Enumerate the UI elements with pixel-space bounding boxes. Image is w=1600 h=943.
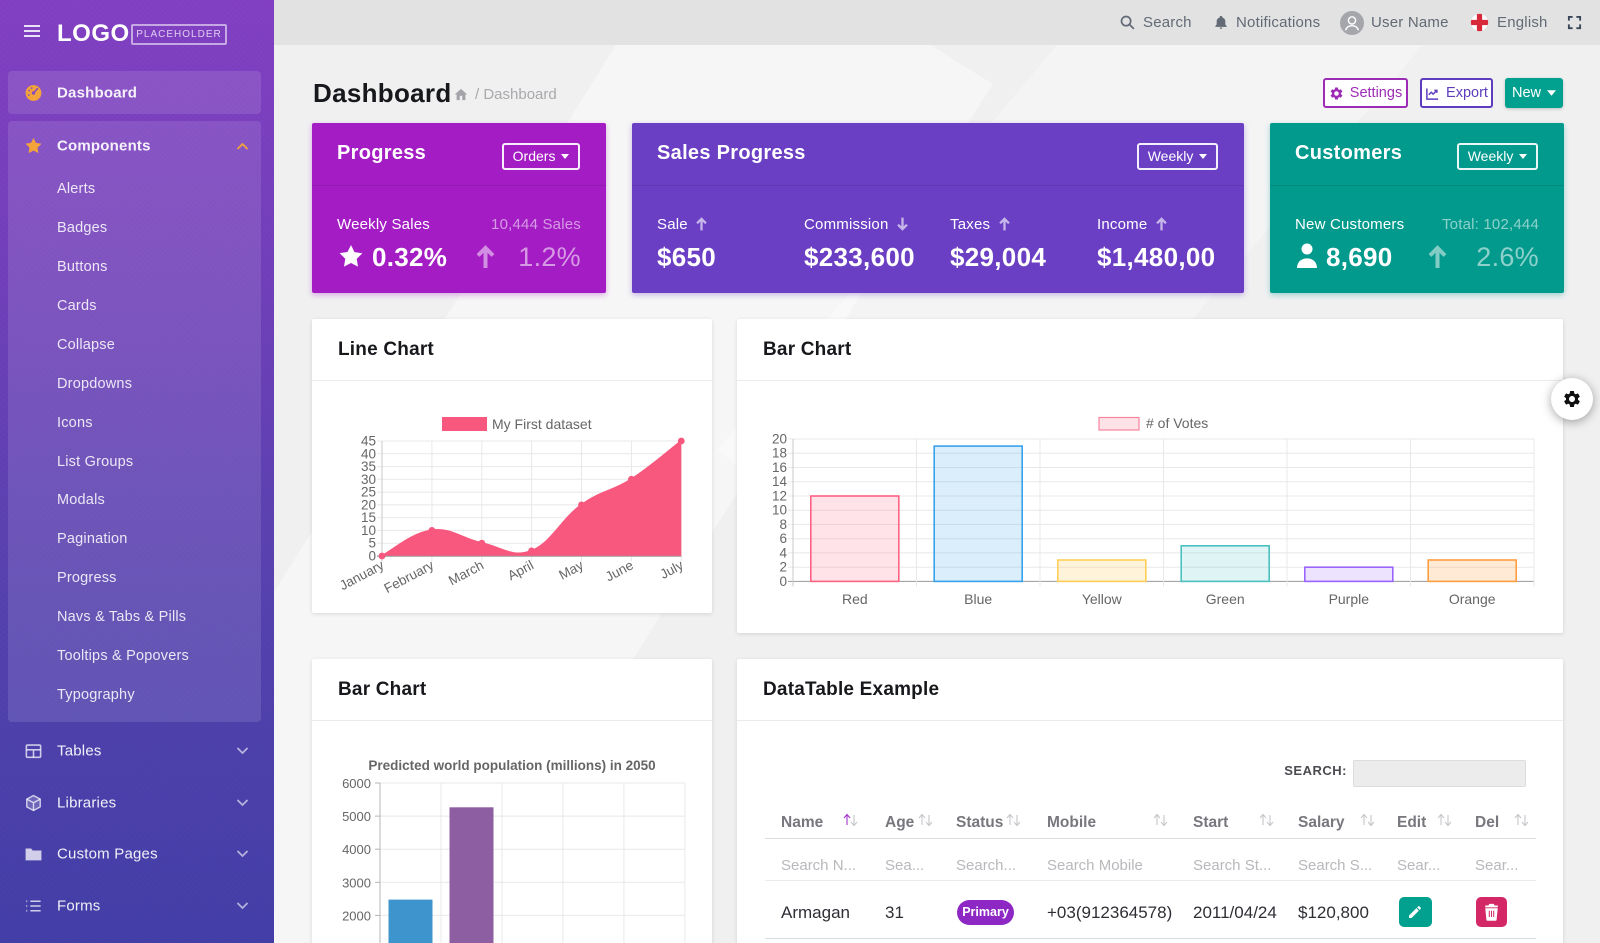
svg-text:Search S...: Search S... (1298, 857, 1372, 874)
svg-text:15: 15 (361, 510, 376, 525)
svg-text:January: January (337, 557, 387, 593)
svg-text:20: 20 (361, 497, 376, 512)
svg-text:6: 6 (779, 531, 787, 546)
svg-text:14: 14 (772, 474, 788, 489)
svg-text:Search...: Search... (956, 857, 1016, 874)
svg-text:Start: Start (1193, 814, 1228, 831)
svg-text:31: 31 (885, 903, 904, 922)
svg-text:Armagan: Armagan (781, 903, 850, 922)
svg-text:Salary: Salary (1298, 814, 1345, 831)
svg-text:5000: 5000 (342, 809, 371, 824)
svg-text:February: February (382, 557, 437, 596)
svg-text:25: 25 (361, 485, 376, 500)
svg-text:Search St...: Search St... (1193, 857, 1271, 874)
svg-text:April: April (505, 557, 536, 583)
svg-text:0: 0 (368, 549, 376, 564)
svg-text:Search N...: Search N... (781, 857, 856, 874)
svg-text:Predicted world population (mi: Predicted world population (millions) in… (368, 758, 655, 773)
svg-text:Orange: Orange (1449, 591, 1496, 607)
svg-text:Red: Red (842, 591, 868, 607)
svg-text:30: 30 (361, 472, 376, 487)
svg-text:5: 5 (368, 536, 376, 551)
svg-text:12: 12 (772, 489, 787, 504)
svg-text:Edit: Edit (1397, 814, 1426, 831)
svg-text:3000: 3000 (342, 875, 371, 890)
svg-text:March: March (446, 557, 486, 588)
svg-text:Sea...: Sea... (885, 857, 924, 874)
svg-text:4: 4 (779, 545, 787, 560)
svg-text:2: 2 (779, 560, 787, 575)
svg-text:6000: 6000 (342, 776, 371, 791)
svg-text:8: 8 (779, 517, 787, 532)
svg-text:Sear...: Sear... (1397, 857, 1440, 874)
svg-text:Del: Del (1475, 814, 1499, 831)
svg-text:20: 20 (772, 432, 787, 447)
svg-text:Green: Green (1206, 591, 1245, 607)
svg-text:Status: Status (956, 814, 1003, 831)
svg-text:Search Mobile: Search Mobile (1047, 857, 1143, 874)
svg-text:Blue: Blue (964, 591, 992, 607)
svg-text:0: 0 (779, 574, 787, 589)
svg-text:Age: Age (885, 814, 915, 831)
svg-text:# of Votes: # of Votes (1146, 415, 1208, 431)
svg-text:Sear...: Sear... (1475, 857, 1518, 874)
svg-text:45: 45 (361, 434, 376, 449)
svg-text:$120,800: $120,800 (1298, 903, 1369, 922)
svg-text:Purple: Purple (1329, 591, 1370, 607)
svg-text:Name: Name (781, 814, 824, 831)
svg-text:4000: 4000 (342, 842, 371, 857)
svg-text:40: 40 (361, 446, 376, 461)
svg-text:18: 18 (772, 446, 787, 461)
svg-text:1000: 1000 (342, 942, 371, 943)
svg-text:Yellow: Yellow (1082, 591, 1123, 607)
svg-text:June: June (603, 557, 636, 584)
svg-text:35: 35 (361, 459, 376, 474)
svg-text:10: 10 (361, 523, 376, 538)
svg-text:Mobile: Mobile (1047, 814, 1096, 831)
svg-text:My First dataset: My First dataset (492, 416, 592, 432)
svg-text:2011/04/24: 2011/04/24 (1193, 903, 1277, 922)
svg-text:2000: 2000 (342, 908, 371, 923)
svg-text:10: 10 (772, 503, 787, 518)
svg-text:16: 16 (772, 460, 787, 475)
svg-text:+03(912364578): +03(912364578) (1047, 903, 1172, 922)
